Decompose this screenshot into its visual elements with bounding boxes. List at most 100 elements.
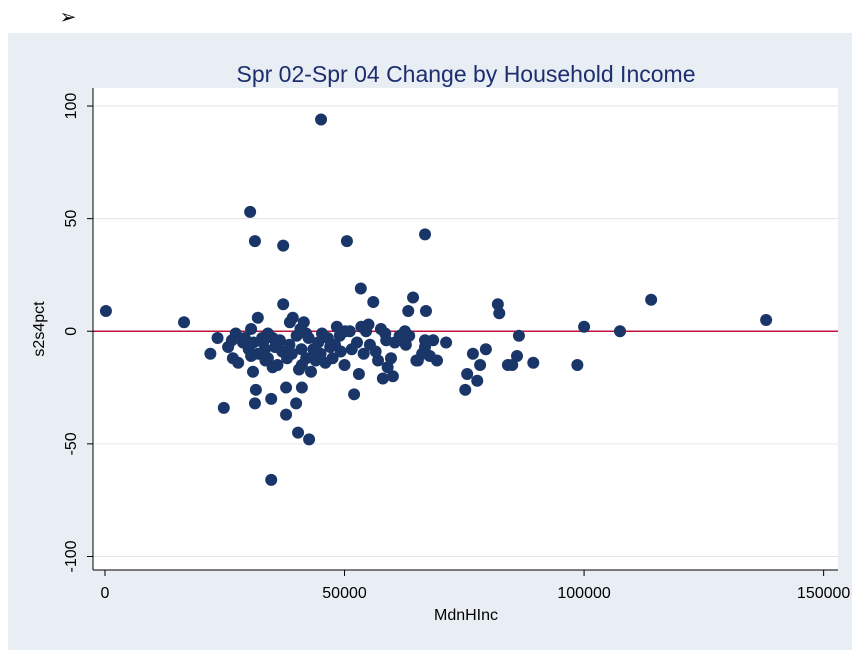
point [248,235,261,248]
point [527,356,540,369]
point [354,282,367,295]
chart-title: Spr 02-Spr 04 Change by Household Income [236,61,695,87]
grid [93,105,838,557]
point [410,354,423,367]
point [419,304,432,317]
point [178,316,191,329]
point [247,365,260,378]
point [309,345,322,358]
point [265,473,278,486]
plot-region [93,88,838,570]
point [760,313,773,326]
y-tick-label: -100 [63,540,80,572]
point [292,426,305,439]
point [511,350,524,363]
point [348,388,361,401]
point [295,343,308,356]
point [245,323,258,335]
point [333,329,346,342]
point [265,392,278,405]
point [440,336,453,349]
point [491,298,504,311]
point [493,307,506,320]
point [385,352,397,365]
point [645,293,658,306]
point [372,354,385,367]
point [338,359,351,372]
point [506,359,519,372]
point [461,368,474,381]
point [407,291,420,304]
point [474,359,487,372]
point [99,304,112,317]
point [217,401,230,414]
y-axis-label: s2s4pct [31,301,48,357]
point [273,334,286,347]
point [430,354,443,367]
x-axis-label: MdnHInc [434,607,498,624]
point [403,329,416,342]
point [303,433,316,446]
point [257,336,270,349]
point [251,311,264,324]
point [286,311,299,324]
point [427,334,440,347]
point [277,298,290,311]
point [277,239,290,252]
point [512,329,525,342]
point [343,325,356,338]
marks [99,113,773,486]
point [204,347,217,360]
y-tick-label: -50 [63,432,80,455]
point [386,370,399,383]
point [229,327,242,340]
point [280,381,293,394]
point [312,336,325,349]
point [290,397,303,410]
point [471,374,484,387]
point [248,397,261,410]
point [376,372,389,385]
point [304,365,317,378]
point [381,361,394,374]
point [459,383,472,396]
point [369,345,382,358]
point [362,318,375,331]
x-tick-label: 0 [101,585,110,602]
x-tick-label: 50000 [322,585,367,602]
point [211,332,224,345]
point [300,352,313,365]
point [293,363,306,376]
point [295,381,308,394]
point [419,341,432,354]
point [345,343,358,356]
point [479,343,492,356]
point [352,368,365,381]
point [419,228,432,241]
point [357,347,370,360]
point [285,347,298,360]
point [249,383,262,396]
point [259,354,272,367]
point [571,359,584,372]
point [232,356,245,369]
point [247,336,260,349]
point [244,205,257,218]
point [578,320,591,333]
point [393,329,406,342]
point [340,235,353,248]
point [326,352,339,365]
point [466,347,479,360]
point [367,295,380,308]
point [328,338,341,351]
point [399,338,412,351]
bullet: ➢ [60,6,77,28]
y-tick-label: 100 [63,93,80,120]
point [283,338,296,351]
x-tick-label: 100000 [557,585,610,602]
point [379,327,392,340]
point [315,113,328,126]
x-tick-label: 150000 [797,585,850,602]
y-tick-label: 50 [63,210,80,228]
